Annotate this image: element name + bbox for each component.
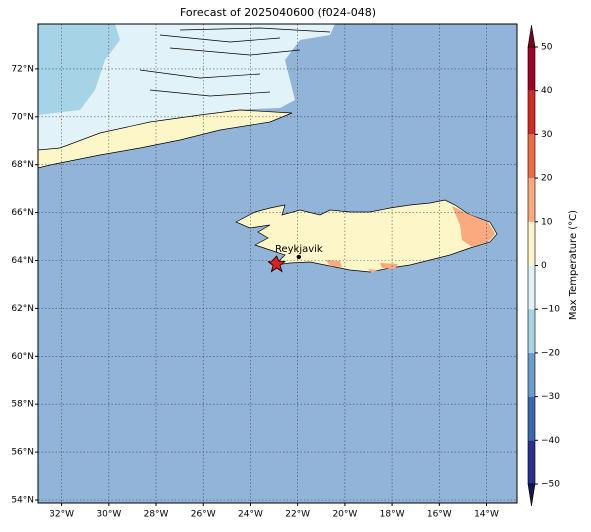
fjord-lines <box>139 27 331 97</box>
colorbar-tick-label: −20 <box>541 348 560 358</box>
colorbar-band <box>528 134 535 179</box>
lon-tick-label: 28°W <box>144 510 169 520</box>
colorbar-tick-label: −40 <box>541 436 560 446</box>
colorbar-tick-label: −30 <box>541 392 560 402</box>
colorbar-band <box>528 352 535 397</box>
colorbar-band <box>528 90 535 135</box>
lon-tick-label: 14°W <box>474 510 499 520</box>
lon-tick-label: 32°W <box>49 510 74 520</box>
lon-tick-label: 22°W <box>285 510 310 520</box>
colorbar-tick-label: 10 <box>541 217 553 227</box>
lat-tick-label: 66°N <box>11 208 34 218</box>
lat-tick-label: 54°N <box>11 496 34 506</box>
map-title: Forecast of 2025040600 (f024-048) <box>180 6 376 19</box>
colorbar-band <box>528 265 535 310</box>
colorbar-tick-label: 0 <box>541 261 547 271</box>
colorbar-band <box>528 178 535 222</box>
colorbar-under <box>527 483 536 507</box>
map-frame <box>37 23 518 504</box>
lat-tick-label: 72°N <box>11 64 34 74</box>
lat-tick-label: 64°N <box>11 256 34 266</box>
lon-tick-label: 16°W <box>427 510 452 520</box>
warm-patch <box>326 260 398 273</box>
city-label: Reykjavik <box>275 244 323 255</box>
iceland <box>235 199 498 273</box>
colorbar-band <box>528 47 535 91</box>
colorbar-tick-label: 20 <box>541 174 553 184</box>
lon-tick-label: 18°W <box>380 510 405 520</box>
colorbar-tick-label: −10 <box>541 305 560 315</box>
colorbar-over <box>527 24 536 48</box>
lon-tick-label: 30°W <box>96 510 121 520</box>
greenland-cold <box>38 24 335 150</box>
station-star <box>267 255 287 273</box>
lat-tick-label: 58°N <box>11 400 34 410</box>
colorbar-band <box>528 440 535 484</box>
lat-tick-label: 62°N <box>11 304 34 314</box>
map-area <box>38 24 517 503</box>
greenland-colder <box>38 24 120 115</box>
colorbar-tick-label: 40 <box>541 86 553 96</box>
greenland-coast <box>38 109 293 169</box>
warm-patch <box>452 206 495 247</box>
lat-tick-label: 68°N <box>11 160 34 170</box>
lat-tick-label: 56°N <box>11 448 34 458</box>
lat-tick-label: 70°N <box>11 112 34 122</box>
colorbar-band <box>528 221 535 266</box>
colorbar-label: Max Temperature (°C) <box>568 210 579 320</box>
lon-tick-label: 26°W <box>191 510 216 520</box>
colorbar-band <box>528 309 535 353</box>
lon-tick-label: 24°W <box>238 510 263 520</box>
lat-tick-label: 60°N <box>11 352 34 362</box>
colorbar-tick-label: 30 <box>541 130 553 140</box>
colorbar-band <box>528 396 535 441</box>
city-marker <box>296 254 302 260</box>
lon-tick-label: 20°W <box>332 510 357 520</box>
colorbar-tick-label: −50 <box>541 480 560 490</box>
colorbar-tick-label: 50 <box>541 43 553 53</box>
